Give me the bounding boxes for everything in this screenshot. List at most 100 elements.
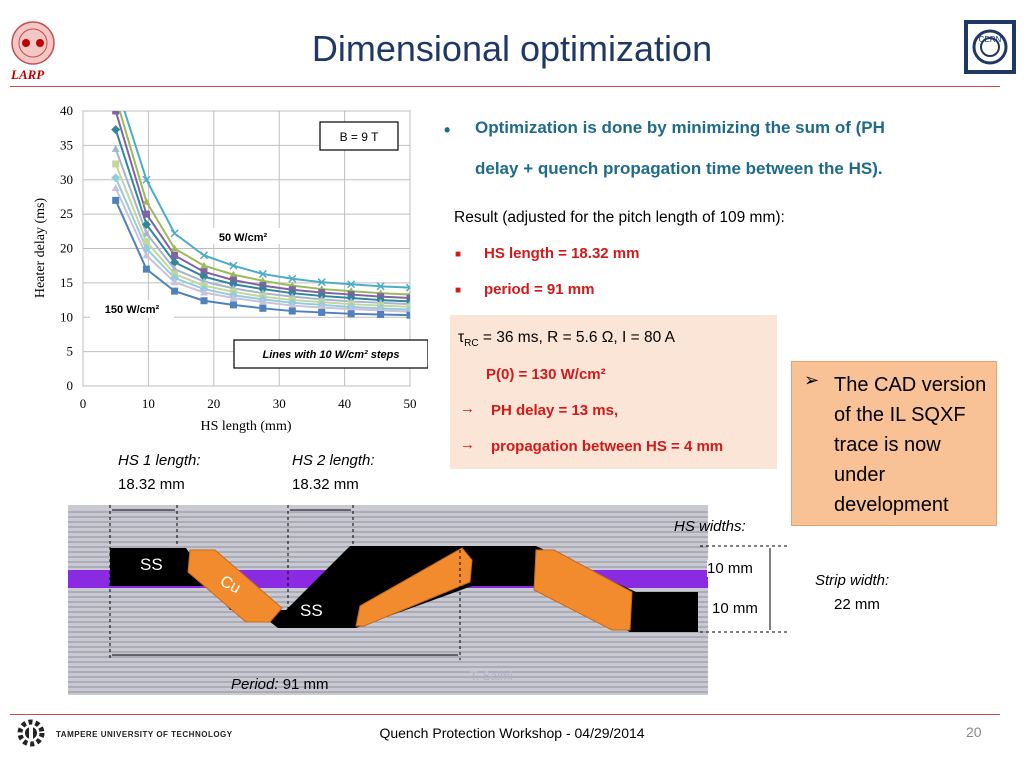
data-point: [142, 197, 151, 205]
data-point: [171, 287, 179, 295]
ss-label: SS: [140, 555, 163, 574]
steps-annotation: Lines with 10 W/cm² steps: [263, 349, 400, 361]
data-point: [141, 219, 151, 229]
hs2-length-label: HS 2 length:: [292, 452, 375, 469]
x-tick-label: 20: [207, 396, 220, 411]
data-point: [170, 265, 179, 273]
larp-logo: [10, 20, 56, 66]
y-tick-label: 15: [60, 275, 73, 290]
data-point: [142, 238, 150, 246]
data-point: [111, 125, 121, 135]
data-point: [199, 261, 208, 269]
upper-power-label-bg: [206, 228, 280, 244]
data-point: [288, 274, 297, 283]
period-caption: Period: 91 mm: [231, 676, 329, 693]
tut-gear-logo: [16, 718, 46, 748]
data-point: [170, 273, 180, 283]
strip-width-value: 22 mm: [834, 596, 880, 613]
data-point: [199, 288, 208, 296]
data-point: [288, 301, 297, 309]
data-point: [405, 283, 410, 292]
arrow-icon: →: [460, 400, 475, 417]
x-tick-label: 40: [338, 396, 351, 411]
data-point: [171, 251, 179, 259]
period-value: 91 mm: [282, 676, 329, 693]
data-point: [258, 298, 267, 306]
data-point: [317, 303, 326, 311]
hs1-length-label: HS 1 length:: [118, 452, 201, 469]
data-point: [111, 144, 120, 152]
ss-label: SS: [300, 601, 323, 620]
data-point: [258, 284, 268, 294]
data-point: [259, 304, 267, 312]
data-point: [111, 184, 120, 191]
cern-logo: CERN: [964, 20, 1016, 74]
data-point: [229, 294, 238, 301]
y-tick-label: 5: [67, 344, 74, 359]
data-point: [376, 282, 385, 291]
copper-segment: [187, 549, 283, 623]
y-tick-label: 30: [60, 172, 73, 187]
strip-width-label: Strip width:: [815, 572, 890, 589]
result-intro: Result (adjusted for the pitch length of…: [454, 209, 785, 226]
x-tick-label: 0: [80, 396, 87, 411]
hs1-length-value: 18.32 mm: [118, 476, 185, 493]
x-axis-label: HS length (mm): [201, 419, 292, 434]
x-tick-label: 30: [273, 396, 286, 411]
data-point: [228, 279, 238, 289]
data-point: [170, 278, 179, 286]
university-name: TAMPERE UNIVERSITY OF TECHNOLOGY: [56, 730, 233, 739]
data-point: [406, 311, 410, 319]
data-point: [200, 297, 208, 305]
y-tick-label: 10: [60, 309, 73, 324]
period-label: Period:: [231, 676, 279, 693]
result-item: HS length = 18.32 mm: [484, 245, 640, 262]
data-point: [170, 257, 180, 267]
y-axis-label: Heater delay (ms): [33, 198, 48, 299]
data-point: [406, 294, 410, 302]
cern-logo-text: CERN: [979, 35, 1002, 44]
data-point: [112, 160, 120, 168]
data-point: [258, 276, 267, 284]
tau-symbol: τ: [458, 329, 465, 346]
steps-annotation-box: [233, 339, 428, 369]
p0-value: P(0) = 130 W/cm²: [486, 366, 606, 383]
y-tick-label: 20: [60, 241, 73, 256]
bullet-line-2: delay + quench propagation time between …: [475, 159, 883, 178]
header-divider: [10, 86, 1000, 87]
larp-logo-text: LARP: [11, 67, 45, 82]
y-tick-label: 40: [60, 103, 73, 118]
arrow-icon: →: [460, 436, 475, 453]
hs-width-bottom: 10 mm: [712, 600, 758, 617]
data-point: [347, 280, 356, 289]
data-point: [142, 210, 150, 218]
result-item: period = 91 mm: [484, 281, 595, 298]
data-point: [199, 251, 209, 260]
data-point: [229, 261, 238, 270]
heater-strip-diagram: SS SS Cu T. Salmi: [68, 505, 790, 695]
lower-power-label: 150 W/cm²: [105, 304, 160, 316]
bullet-line-1: Optimization is done by minimizing the s…: [475, 118, 885, 137]
cad-note-box: [791, 361, 997, 526]
data-point: [170, 244, 179, 252]
tau-values: = 36 ms, R = 5.6 Ω, I = 80 A: [478, 329, 675, 346]
data-point: [112, 196, 120, 204]
hs-widths-label: HS widths:: [674, 518, 746, 535]
data-point: [377, 311, 385, 318]
data-point: [142, 251, 151, 259]
cad-note-text: The CAD version of the IL SQXF trace is …: [834, 374, 987, 516]
square-bullet-icon: ■: [455, 285, 462, 296]
data-point: [258, 269, 267, 278]
heater-delay-chart: 0 5 10 15 20 25 30 35 40 0 10 20 30 40 50 HS length (m…: [33, 103, 428, 434]
footer-event: Quench Protection Workshop - 04/29/2014: [379, 725, 645, 741]
param-item: PH delay = 13 ms,: [491, 402, 619, 419]
data-point: [142, 265, 150, 273]
y-tick-label: 25: [60, 206, 73, 221]
page-title: Dimensional optimization: [311, 28, 713, 69]
author-watermark: T. Salmi: [470, 669, 513, 683]
tau-line: τRC = 36 ms, R = 5.6 Ω, I = 80 A: [458, 329, 675, 349]
copper-segment: [533, 549, 633, 631]
data-point: [200, 268, 208, 276]
x-tick-label: 10: [142, 396, 155, 411]
data-point: [229, 270, 238, 278]
